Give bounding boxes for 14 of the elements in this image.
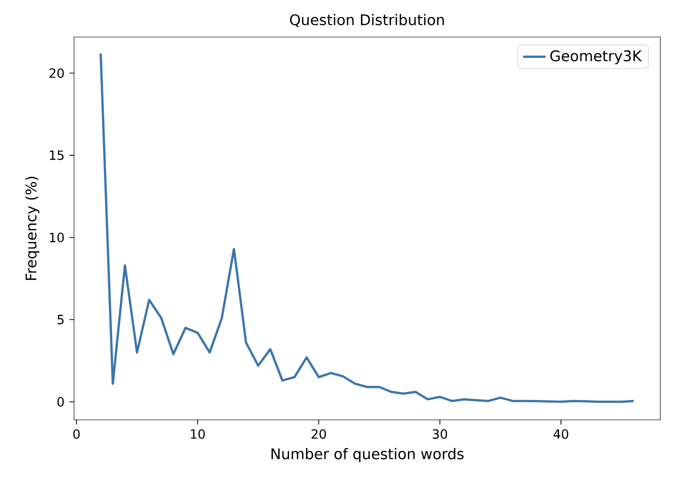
y-tick-label: 20 — [49, 68, 64, 78]
x-axis-title: Number of question words — [272, 448, 464, 462]
x-tick-label: 30 — [432, 429, 448, 439]
y-tick-label: 5 — [58, 314, 64, 324]
chart-title: Question Distribution — [290, 14, 444, 27]
legend-label: Geometry3K — [550, 50, 642, 64]
y-axis-title: Frequency (%) — [25, 176, 40, 280]
x-tick-label: 0 — [73, 429, 80, 439]
y-tick-label: 0 — [57, 396, 64, 406]
y-tick-label: 15 — [50, 150, 64, 160]
x-tick-label: 10 — [190, 429, 205, 439]
y-tick-label: 10 — [50, 232, 64, 242]
x-tick-label: 20 — [312, 429, 326, 439]
x-tick-label: 40 — [554, 429, 568, 439]
